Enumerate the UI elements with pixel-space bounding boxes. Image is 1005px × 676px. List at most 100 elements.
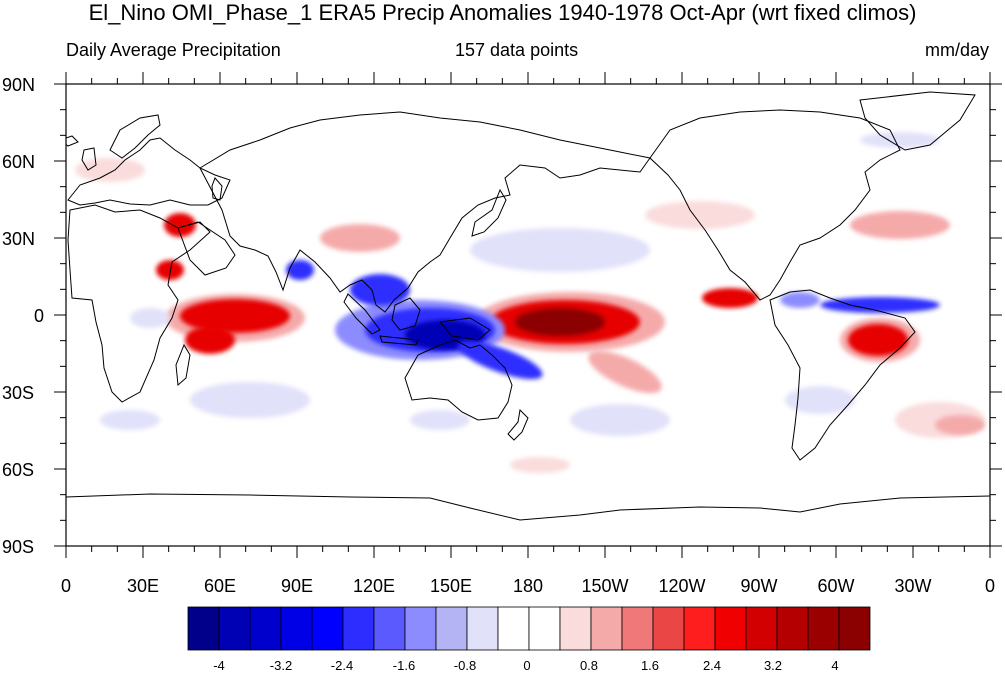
- colorbar-swatch: [218, 606, 251, 651]
- colorbar-label-0-8: 0.8: [580, 658, 598, 673]
- colorbar-swatch: [466, 606, 499, 651]
- lon-label-150e: 150E: [430, 576, 472, 596]
- colorbar: [187, 606, 871, 651]
- lon-label-120w: 120W: [658, 576, 705, 596]
- anomaly-region: [185, 326, 235, 354]
- axis-ticks: [54, 72, 1002, 558]
- coastline-madagascar: [175, 343, 191, 387]
- lon-label-30w: 30W: [894, 576, 931, 596]
- colorbar-swatch: [683, 606, 716, 651]
- colorbar-swatch: [714, 606, 747, 651]
- left-subtitle: Daily Average Precipitation: [66, 40, 281, 60]
- lon-label-0-east: 0: [985, 576, 995, 596]
- colorbar-swatch: [652, 606, 685, 651]
- colorbar-label-m3-2: -3.2: [270, 658, 292, 673]
- colorbar-swatch: [342, 606, 375, 651]
- anomaly-region: [515, 308, 605, 336]
- anomaly-region: [320, 224, 400, 252]
- coastline-scandinavia: [109, 114, 161, 159]
- coastline-australia: [404, 339, 513, 421]
- coastline-south-america: [769, 289, 916, 461]
- anomaly-region: [457, 340, 543, 380]
- colorbar-labels: -4 -3.2 -2.4 -1.6 -0.8 0 0.8 1.6 2.4 3.2…: [213, 658, 838, 673]
- colorbar-swatch: [435, 606, 468, 651]
- anomaly-region: [510, 457, 570, 473]
- colorbar-label-m1-6: -1.6: [393, 658, 415, 673]
- coastline-africa: [67, 204, 211, 403]
- anomaly-region: [780, 292, 820, 308]
- anomaly-region: [785, 386, 855, 414]
- anomaly-region: [100, 410, 160, 430]
- colorbar-swatch: [621, 606, 654, 651]
- coastline-caspian: [211, 177, 223, 201]
- coastline-britain: [81, 147, 97, 171]
- coastline-iceland: [66, 135, 79, 147]
- colorbar-label-2-4: 2.4: [703, 658, 721, 673]
- colorbar-label-3-2: 3.2: [764, 658, 782, 673]
- colorbar-label-0: 0: [523, 658, 530, 673]
- anomaly-region: [570, 404, 670, 436]
- lon-label-150w: 150W: [581, 576, 628, 596]
- coastline-asia: [199, 111, 651, 313]
- lon-label-120e: 120E: [353, 576, 395, 596]
- anomaly-region: [702, 288, 758, 308]
- colorbar-swatch: [559, 606, 592, 651]
- coastline-new-zealand: [507, 408, 529, 441]
- coastline-borneo: [391, 297, 421, 331]
- anomaly-region: [850, 211, 950, 239]
- colorbar-label-m2-4: -2.4: [331, 658, 353, 673]
- coastline-europe: [67, 137, 231, 206]
- plot-title: El_Nino OMI_Phase_1 ERA5 Precip Anomalie…: [88, 0, 917, 25]
- colorbar-label-4: 4: [831, 658, 838, 673]
- anomaly-region: [470, 228, 650, 272]
- colorbar-swatch: [497, 606, 530, 651]
- anomaly-region: [164, 213, 196, 237]
- coastline-north-america: [649, 109, 901, 301]
- anomaly-region: [848, 324, 908, 356]
- colorbar-swatch: [187, 606, 220, 651]
- anomaly-region: [75, 158, 145, 182]
- lat-label-90s: 90S: [2, 537, 34, 557]
- colorbar-swatch: [280, 606, 313, 651]
- lon-label-60e: 60E: [204, 576, 236, 596]
- coastline-arabia: [177, 221, 236, 276]
- coastline-java: [379, 335, 419, 346]
- anomaly-region: [156, 260, 184, 280]
- colorbar-swatch: [776, 606, 809, 651]
- anomaly-region: [190, 382, 310, 418]
- lat-label-30n: 30N: [2, 229, 35, 249]
- colorbar-swatch: [838, 606, 871, 651]
- colorbar-swatch: [590, 606, 623, 651]
- anomaly-region: [410, 410, 470, 430]
- anomaly-region: [860, 132, 940, 148]
- colorbar-swatch: [311, 606, 344, 651]
- lon-label-90w: 90W: [740, 576, 777, 596]
- latitude-labels: 90N 60N 30N 0 30S 60S 90S: [2, 75, 44, 557]
- coastline-greenland: [859, 91, 976, 151]
- anomaly-region: [820, 297, 940, 313]
- anomaly-region: [286, 260, 314, 280]
- lon-label-60w: 60W: [817, 576, 854, 596]
- anomaly-region: [935, 415, 985, 435]
- coastline-antarctica: [66, 493, 990, 521]
- coastlines: [66, 91, 990, 521]
- colorbar-swatch: [373, 606, 406, 651]
- longitude-labels: 0 30E 60E 90E 120E 150E 180 150W 120W 90…: [61, 576, 995, 596]
- lon-label-30e: 30E: [127, 576, 159, 596]
- anomaly-region: [130, 308, 170, 328]
- anomaly-region: [645, 201, 755, 229]
- coastline-sumatra: [343, 293, 381, 335]
- lon-label-180: 180: [513, 576, 543, 596]
- colorbar-swatch: [807, 606, 840, 651]
- lat-label-60s: 60S: [2, 460, 34, 480]
- colorbar-swatch: [528, 606, 561, 651]
- colorbar-swatch: [249, 606, 282, 651]
- lat-label-0: 0: [34, 306, 44, 326]
- anomaly-region: [588, 350, 662, 394]
- lat-label-30s: 30S: [2, 383, 34, 403]
- lon-label-90e: 90E: [281, 576, 313, 596]
- colorbar-swatch: [745, 606, 778, 651]
- lat-label-60n: 60N: [2, 152, 35, 172]
- anomaly-region: [350, 274, 410, 306]
